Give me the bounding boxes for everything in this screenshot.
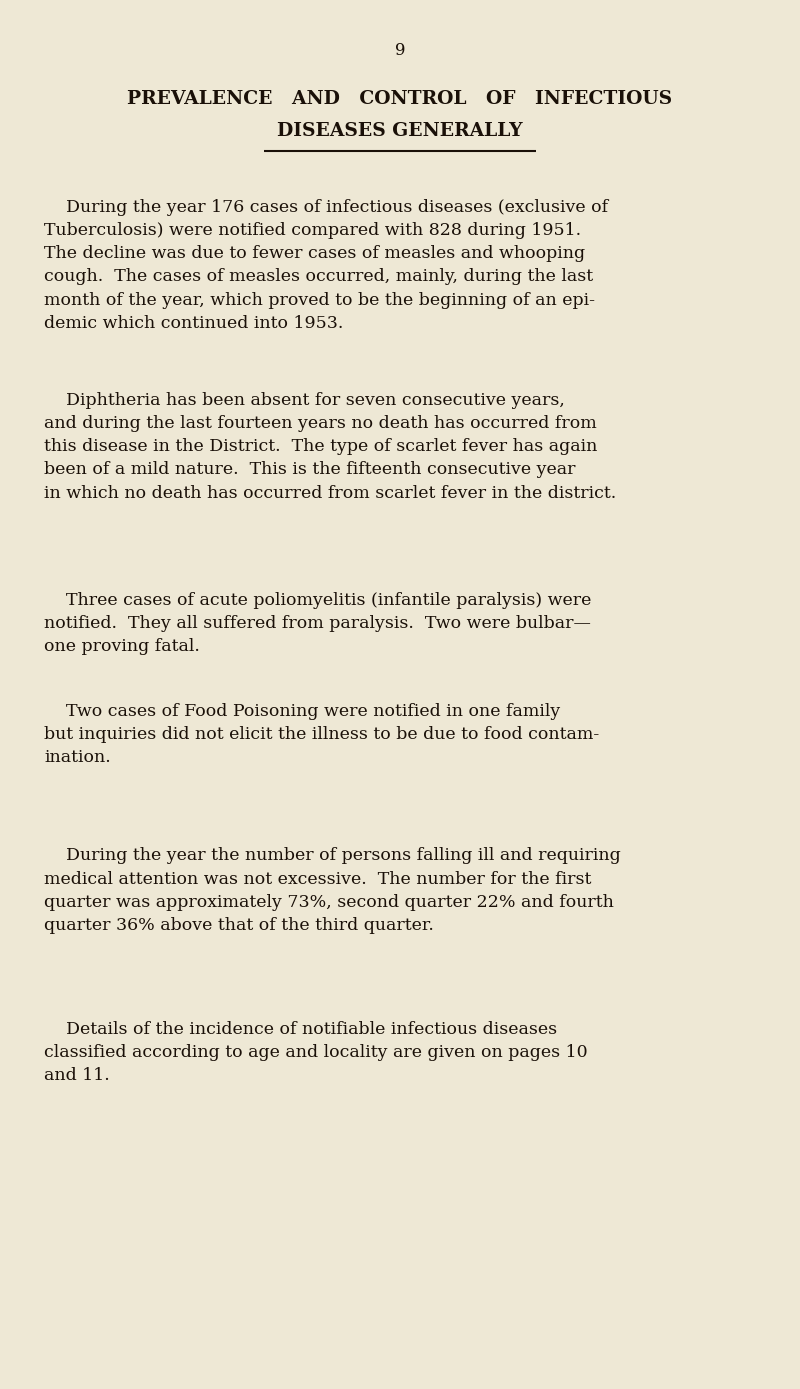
Text: 9: 9	[394, 42, 406, 58]
Text: DISEASES GENERALLY: DISEASES GENERALLY	[277, 122, 523, 140]
Text: PREVALENCE   AND   CONTROL   OF   INFECTIOUS: PREVALENCE AND CONTROL OF INFECTIOUS	[127, 90, 673, 108]
Text: Details of the incidence of notifiable infectious diseases
classified according : Details of the incidence of notifiable i…	[44, 1021, 588, 1085]
Text: Three cases of acute poliomyelitis (infantile paralysis) were
notified.  They al: Three cases of acute poliomyelitis (infa…	[44, 592, 591, 656]
Text: Two cases of Food Poisoning were notified in one family
but inquiries did not el: Two cases of Food Poisoning were notifie…	[44, 703, 599, 767]
Text: During the year the number of persons falling ill and requiring
medical attentio: During the year the number of persons fa…	[44, 847, 621, 933]
Text: During the year 176 cases of infectious diseases (exclusive of
Tuberculosis) wer: During the year 176 cases of infectious …	[44, 199, 608, 332]
Text: Diphtheria has been absent for seven consecutive years,
and during the last four: Diphtheria has been absent for seven con…	[44, 392, 616, 501]
